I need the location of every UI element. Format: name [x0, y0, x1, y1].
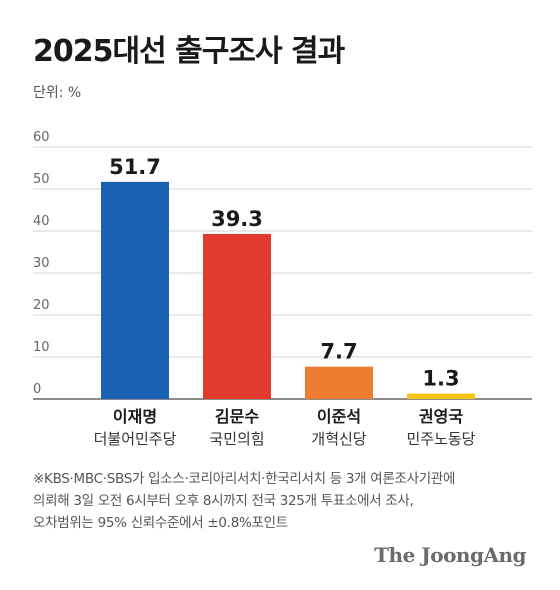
y-tick-label: 0: [33, 382, 41, 397]
chart-title: 2025대선 출구조사 결과: [33, 34, 345, 69]
data-label: 7.7: [320, 340, 357, 364]
source-note-line: 의뢰해 3일 오전 6시부터 오후 8시까지 전국 325개 투표소에서 조사,: [33, 493, 414, 509]
y-tick-label: 20: [33, 298, 50, 313]
brand-logo: The JoongAng: [374, 543, 526, 567]
y-tick-label: 30: [33, 256, 50, 271]
source-note-line: ※KBS·MBC·SBS가 입소스·코리아리서치·한국리서치 등 3개 여론조사…: [33, 471, 456, 487]
x-tick-label: 권영국: [419, 407, 463, 426]
y-tick-label: 40: [33, 214, 50, 229]
party-label: 더불어민주당: [94, 430, 177, 448]
unit-label: 단위: %: [33, 85, 82, 101]
party-label: 개혁신당: [311, 430, 366, 448]
bar: [407, 393, 475, 399]
y-tick-label: 50: [33, 172, 50, 187]
party-label: 국민의힘: [209, 430, 264, 448]
data-label: 39.3: [211, 207, 263, 231]
bar: [203, 233, 271, 399]
x-tick-label: 이재명: [113, 407, 157, 426]
party-label: 민주노동당: [406, 430, 475, 448]
y-tick-label: 60: [33, 130, 50, 145]
x-tick-label: 이준석: [317, 407, 361, 426]
source-note: ※KBS·MBC·SBS가 입소스·코리아리서치·한국리서치 등 3개 여론조사…: [33, 468, 543, 534]
data-label: 51.7: [109, 155, 161, 179]
source-note-line: 오차범위는 95% 신뢰수준에서 ±0.8%포인트: [33, 515, 288, 531]
bar: [101, 181, 169, 399]
y-tick-label: 10: [33, 340, 50, 355]
data-label: 1.3: [422, 367, 459, 391]
x-tick-label: 김문수: [215, 407, 259, 426]
bar: [305, 366, 373, 399]
